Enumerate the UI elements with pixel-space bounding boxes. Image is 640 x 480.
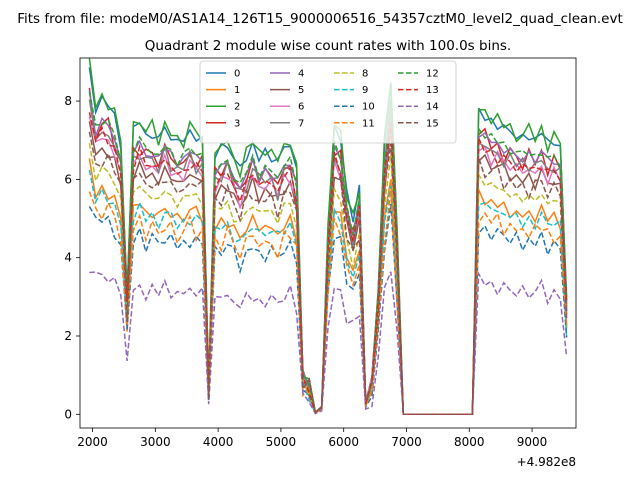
y-tick-label: 8 xyxy=(64,94,72,108)
y-axis: 0 2 4 6 8 xyxy=(64,94,80,421)
legend-label-4: 4 xyxy=(298,69,304,80)
legend-label-3: 3 xyxy=(234,118,240,129)
x-tick-label: 8000 xyxy=(454,435,485,449)
series-line-14 xyxy=(89,271,568,416)
legend-label-5: 5 xyxy=(298,85,304,96)
legend-label-10: 10 xyxy=(362,102,375,113)
legend-label-2: 2 xyxy=(234,102,240,113)
x-tick-label: 2000 xyxy=(77,435,108,449)
x-tick-label: 3000 xyxy=(140,435,171,449)
series-line-15 xyxy=(88,131,568,416)
legend-label-0: 0 xyxy=(234,69,240,80)
legend-label-9: 9 xyxy=(362,85,368,96)
series-line-9 xyxy=(88,169,568,416)
legend-label-8: 8 xyxy=(362,69,368,80)
plot-area: 2000 3000 4000 5000 6000 7000 8000 9000 0 2 4 6 8 0… xyxy=(64,57,577,449)
legend-label-13: 13 xyxy=(426,85,439,96)
y-tick-label: 4 xyxy=(64,251,72,265)
legend-label-6: 6 xyxy=(298,102,304,113)
x-tick-label: 5000 xyxy=(266,435,297,449)
legend-label-1: 1 xyxy=(234,85,240,96)
legend-label-12: 12 xyxy=(426,69,439,80)
y-tick-label: 0 xyxy=(64,407,72,421)
x-tick-label: 9000 xyxy=(517,435,548,449)
series-line-11 xyxy=(88,189,568,416)
legend-label-14: 14 xyxy=(426,102,439,113)
x-tick-label: 4000 xyxy=(203,435,234,449)
chart-title: Quadrant 2 module wise count rates with … xyxy=(145,38,511,54)
legend-label-15: 15 xyxy=(426,118,439,129)
y-tick-label: 2 xyxy=(64,329,72,343)
x-axis: 2000 3000 4000 5000 6000 7000 8000 9000 xyxy=(77,428,547,449)
figure-suptitle: Fits from file: modeM0/AS1A14_126T15_900… xyxy=(17,11,623,27)
x-tick-label: 6000 xyxy=(328,435,359,449)
series-layer xyxy=(88,58,568,416)
legend-label-7: 7 xyxy=(298,118,304,129)
y-tick-label: 6 xyxy=(64,172,72,186)
x-axis-offset-label: +4.982e8 xyxy=(517,455,576,469)
plot-frame xyxy=(79,57,577,429)
x-tick-label: 7000 xyxy=(391,435,422,449)
legend-label-11: 11 xyxy=(362,118,375,129)
legend-frame xyxy=(199,60,457,144)
